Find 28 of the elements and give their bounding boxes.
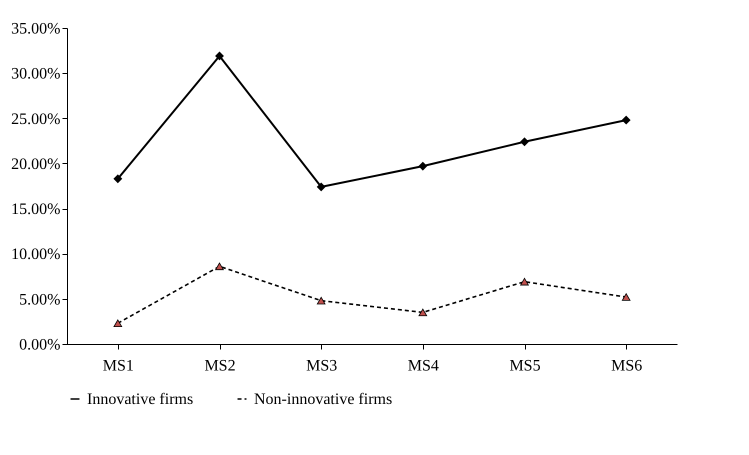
- y-tick-label: 35.00%: [11, 20, 60, 38]
- y-tick-label: 0.00%: [19, 336, 60, 354]
- point: [215, 52, 224, 60]
- y-tick-label: 30.00%: [11, 66, 60, 83]
- point: [622, 116, 630, 124]
- point: [316, 182, 326, 192]
- y-tick-label: 10.00%: [11, 246, 60, 264]
- x-tick-label: MS2: [204, 358, 236, 374]
- point: [114, 319, 122, 327]
- x-tick-label: MS6: [611, 358, 642, 374]
- y-tick-label: 25.00%: [11, 110, 60, 128]
- x-tick-label: MS1: [102, 358, 134, 374]
- x-tick-label: MS3: [306, 358, 338, 374]
- legend-label: Non-innovative firms: [254, 391, 392, 408]
- point: [418, 308, 428, 316]
- point: [418, 162, 428, 170]
- point: [114, 174, 122, 184]
- legend-label: Innovative firms: [87, 391, 194, 408]
- y-tick-label: 5.00%: [19, 291, 60, 308]
- y-tick-label: 20.00%: [11, 156, 60, 173]
- point: [316, 296, 326, 304]
- point: [215, 262, 224, 270]
- x-tick-label: MS4: [408, 358, 439, 374]
- x-tick-label: MS5: [509, 358, 541, 374]
- y-tick-label: 15.00%: [11, 201, 60, 218]
- point: [520, 278, 529, 286]
- point: [520, 137, 529, 146]
- point: [622, 293, 630, 301]
